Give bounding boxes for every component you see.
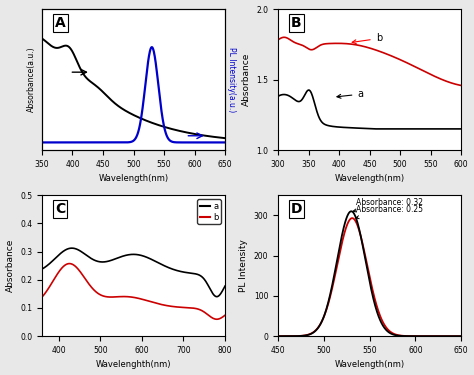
Y-axis label: Absorbance(a.u.): Absorbance(a.u.): [27, 47, 36, 112]
Text: A: A: [55, 16, 65, 30]
Y-axis label: Absorbance: Absorbance: [6, 239, 15, 292]
Text: C: C: [55, 202, 65, 216]
Text: b: b: [352, 33, 382, 44]
Text: D: D: [291, 202, 302, 216]
Legend: a, b: a, b: [197, 200, 221, 224]
X-axis label: Wavelenghth(nm): Wavelenghth(nm): [96, 360, 171, 369]
Text: B: B: [291, 16, 301, 30]
Text: Absorbance: 0.25: Absorbance: 0.25: [356, 205, 423, 219]
Text: Absorbance: 0.32: Absorbance: 0.32: [353, 198, 423, 212]
X-axis label: Wavelength(nm): Wavelength(nm): [335, 360, 405, 369]
X-axis label: Wavelength(nm): Wavelength(nm): [99, 174, 169, 183]
X-axis label: Wavelength(nm): Wavelength(nm): [335, 174, 405, 183]
Text: a: a: [337, 89, 364, 99]
Y-axis label: Absorbance: Absorbance: [242, 53, 251, 106]
Y-axis label: PL Intensity: PL Intensity: [239, 239, 248, 292]
Y-axis label: PL Intensity(a.u.): PL Intensity(a.u.): [227, 47, 236, 112]
